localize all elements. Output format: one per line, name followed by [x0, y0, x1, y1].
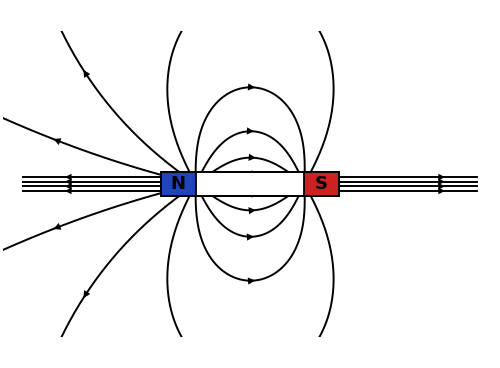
Bar [304, 172, 339, 196]
Bar [161, 172, 196, 196]
Text: S: S [315, 175, 328, 193]
Text: N: N [171, 175, 186, 193]
Bar [161, 172, 339, 196]
Bar [161, 172, 339, 196]
